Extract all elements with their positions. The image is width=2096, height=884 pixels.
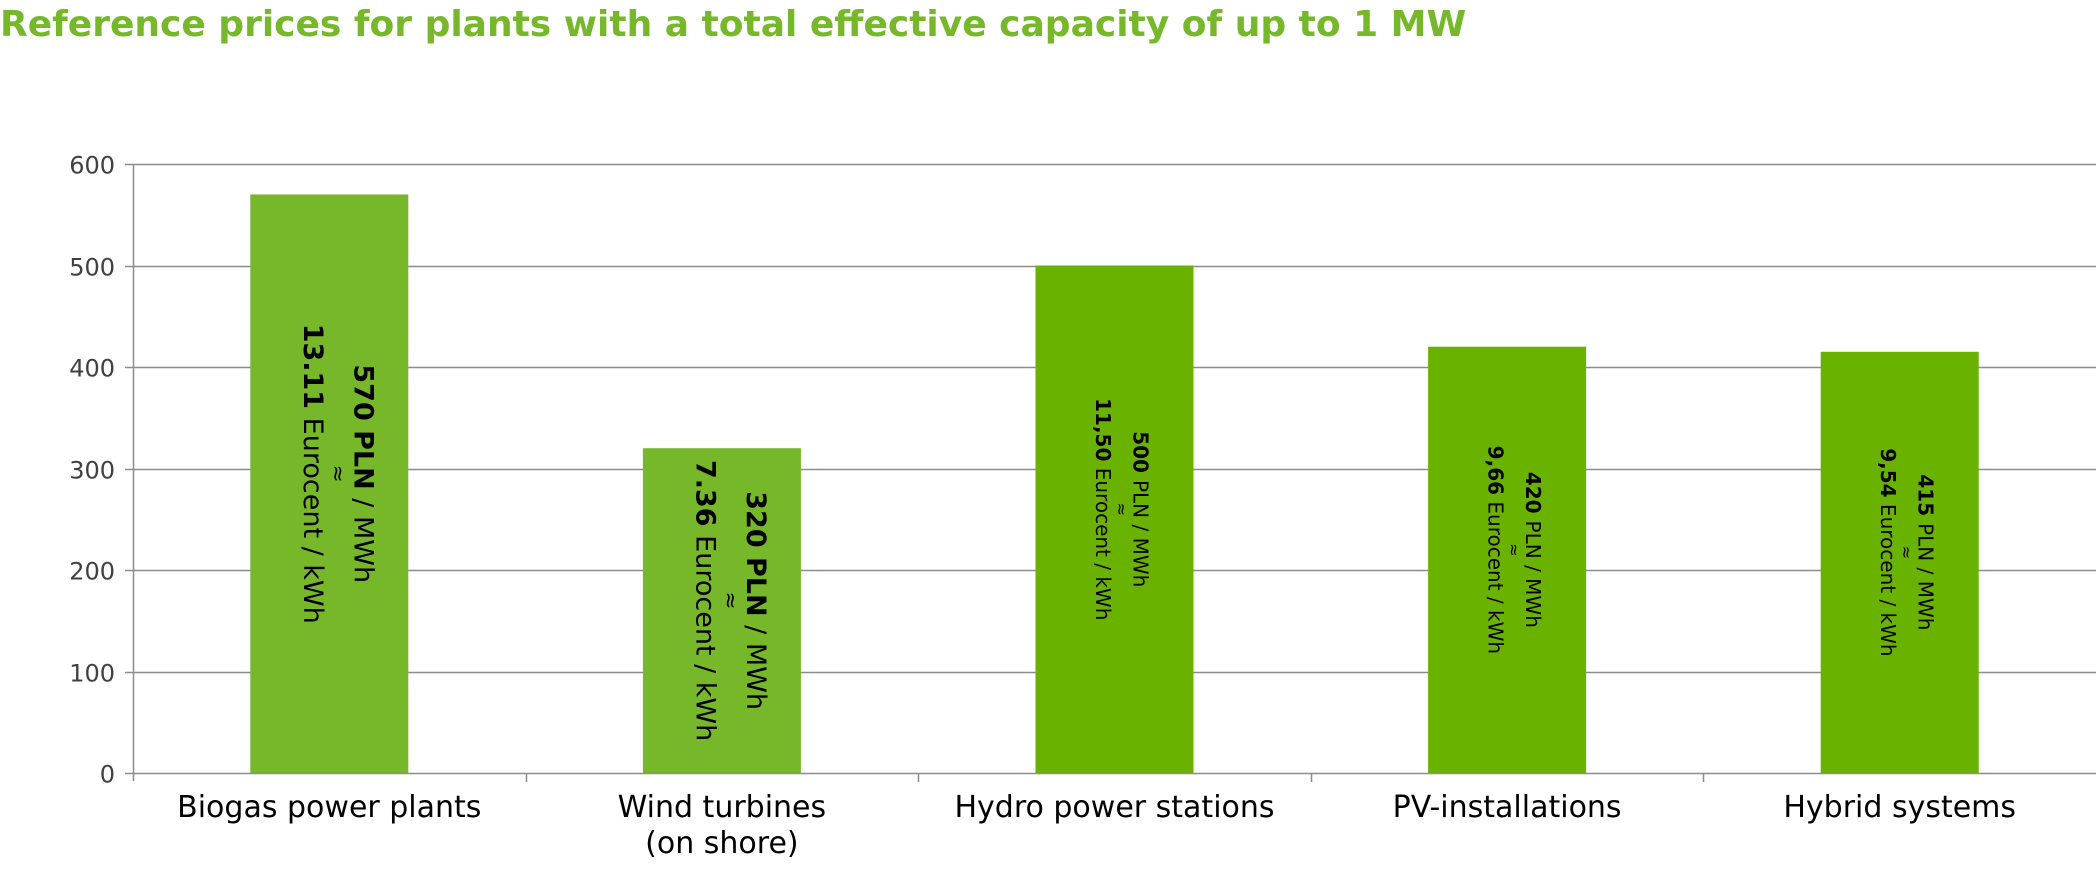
x-axis-labels: Biogas power plants Wind turbines (on shor…	[177, 790, 2016, 861]
bar-data-label: 420 PLN / MWh≈9,66 Eurocent / kWh	[1483, 446, 1545, 654]
bar	[250, 194, 409, 773]
bar-data-label: 500 PLN / MWh≈11,50 Eurocent / kWh	[1091, 398, 1153, 620]
svg-text:420 PLN / MWh≈9,66 Eurocent /: 420 PLN / MWh≈9,66 Eurocent / kWh	[1483, 446, 1545, 654]
x-category-label: Wind turbines (on shore)	[618, 790, 827, 861]
y-tick-label: 600	[69, 152, 115, 180]
chart-title: Reference prices for plants with a total…	[0, 4, 1467, 45]
bar	[1820, 351, 1979, 773]
bar	[1035, 265, 1194, 773]
y-tick-label: 100	[69, 660, 115, 688]
bar-data-label: 415 PLN / MWh≈9,54 Eurocent / kWh	[1876, 448, 1938, 656]
bars	[250, 194, 1979, 773]
bar	[642, 448, 801, 773]
bar-data-labels: 570 PLN / MWh≈13.11 Eurocent / kWh 320 PL…	[297, 324, 1937, 742]
y-tick-label: 300	[69, 457, 115, 485]
x-category-label: Hybrid systems	[1783, 790, 2016, 825]
svg-text:320 PLN / MWh≈7.36 Eurocent /: 320 PLN / MWh≈7.36 Eurocent / kWh	[690, 460, 772, 741]
svg-text:415 PLN / MWh≈9,54 Eurocent /: 415 PLN / MWh≈9,54 Eurocent / kWh	[1876, 448, 1938, 656]
x-category-label: PV-installations	[1393, 790, 1622, 825]
y-tick-label: 500	[69, 254, 115, 282]
axes	[132, 164, 2096, 782]
bar-data-label: 570 PLN / MWh≈13.11 Eurocent / kWh	[297, 324, 379, 624]
x-category-label: Hydro power stations	[954, 790, 1274, 825]
svg-text:570 PLN / MWh≈13.11 Eurocent /: 570 PLN / MWh≈13.11 Eurocent / kWh	[297, 324, 379, 624]
bar	[1428, 346, 1587, 773]
y-tick-label: 200	[69, 558, 115, 586]
y-tick-label: 400	[69, 355, 115, 383]
bar-data-label: 320 PLN / MWh≈7.36 Eurocent / kWh	[690, 460, 772, 741]
y-tick-label: 0	[100, 761, 115, 789]
x-category-label: Biogas power plants	[177, 790, 481, 825]
y-axis-ticks: 0 100 200 300 400 500 600	[69, 152, 133, 789]
svg-text:500 PLN / MWh≈11,50 Eurocent /: 500 PLN / MWh≈11,50 Eurocent / kWh	[1091, 398, 1153, 620]
